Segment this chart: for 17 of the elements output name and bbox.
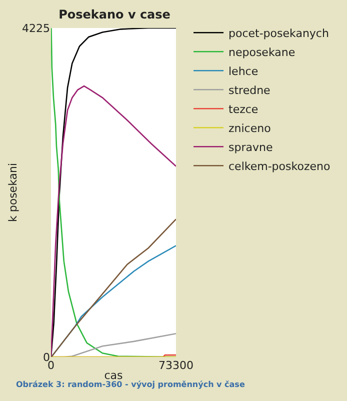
legend-label: zniceno [228, 122, 272, 135]
legend-label: celkem-poskozeno [228, 160, 330, 173]
chart-title: Posekano v case [58, 7, 170, 22]
line-series [51, 85, 176, 357]
legend-label: spravne [228, 140, 273, 154]
legend-label: pocet-posekanych [228, 26, 329, 40]
x-axis-title: cas [104, 369, 124, 382]
line-series [51, 28, 176, 357]
x-tick-label: 73300 [158, 359, 194, 372]
legend-label: stredne [228, 84, 271, 97]
y-axis-title: k posekani [6, 162, 20, 222]
y-tick-label: 4225 [22, 22, 50, 35]
line-series [51, 218, 176, 357]
text: Obrázek 3: random-360 - vývoj proměnných v čase [16, 380, 246, 389]
legend-label: tezce [228, 102, 258, 116]
legend-label: lehce [228, 64, 258, 78]
legend-label: neposekane [228, 46, 296, 59]
